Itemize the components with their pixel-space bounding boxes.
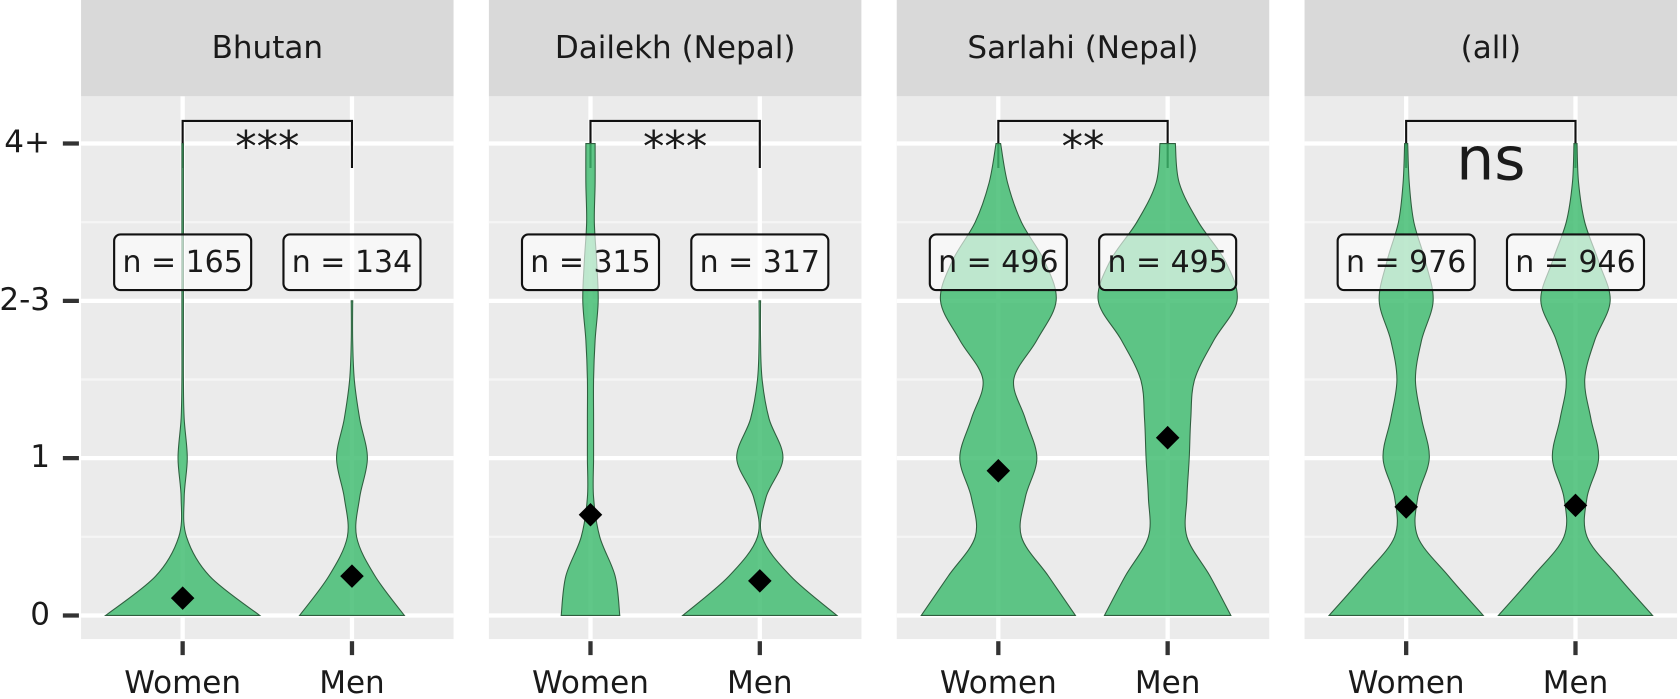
significance-label: ns xyxy=(1456,124,1525,194)
mean-point xyxy=(1155,425,1180,450)
violin xyxy=(1497,142,1654,616)
n-label: n = 165 xyxy=(122,245,242,280)
x-tick-label: Men xyxy=(319,665,385,699)
n-label-box xyxy=(282,233,422,292)
mean-point xyxy=(340,564,364,588)
facet: Bhutan Women Men n = 165 n = 134 *** xyxy=(81,0,454,699)
n-label-box xyxy=(1098,233,1238,292)
n-label-box xyxy=(113,233,253,292)
n-label: n = 496 xyxy=(938,245,1058,280)
facet-title: Dailekh (Nepal) xyxy=(555,30,796,66)
mean-point xyxy=(748,569,772,593)
n-label: n = 315 xyxy=(530,245,650,280)
y-tick-label: 4+ xyxy=(4,125,50,161)
panel xyxy=(1304,96,1678,640)
facet: Dailekh (Nepal) Women Men n = 315 n = 317 *** xyxy=(488,0,862,699)
mean-point xyxy=(986,458,1011,483)
n-label: n = 495 xyxy=(1107,245,1227,280)
n-label-box xyxy=(1505,233,1646,292)
n-label-box xyxy=(1336,233,1476,292)
x-tick-label: Women xyxy=(124,665,241,699)
mean-point xyxy=(1563,493,1588,518)
violin xyxy=(298,300,406,616)
panel xyxy=(488,96,862,640)
violin xyxy=(560,142,621,616)
n-label: n = 134 xyxy=(292,245,412,280)
n-label: n = 946 xyxy=(1515,245,1635,280)
facet: (all) Women Men n = 976 n = 946 ns xyxy=(1304,0,1678,699)
violin xyxy=(1327,142,1485,616)
x-tick-label: Women xyxy=(940,665,1057,699)
facet-title: Sarlahi (Nepal) xyxy=(967,30,1198,66)
strip xyxy=(896,0,1270,97)
significance-label: ** xyxy=(1062,122,1105,172)
facet: Sarlahi (Nepal) Women Men n = 496 n = 495 ** xyxy=(896,0,1270,699)
y-tick-label: 2-3 xyxy=(0,282,50,318)
significance-label: *** xyxy=(235,122,299,172)
strip xyxy=(488,0,862,97)
y-tick-label: 0 xyxy=(30,596,50,632)
x-tick-label: Women xyxy=(1348,665,1465,699)
strip xyxy=(1304,0,1678,97)
violin xyxy=(104,142,262,616)
y-tick-label: 1 xyxy=(30,439,50,475)
facet-title: Bhutan xyxy=(212,30,323,66)
x-tick-label: Men xyxy=(1135,665,1201,699)
mean-point xyxy=(170,586,195,610)
x-tick-label: Men xyxy=(727,665,793,699)
violin xyxy=(681,300,839,616)
n-label-box xyxy=(928,233,1068,292)
panel xyxy=(81,96,454,640)
mean-point xyxy=(578,503,603,527)
panel xyxy=(896,96,1270,640)
n-label: n = 976 xyxy=(1346,245,1466,280)
strip xyxy=(81,0,454,97)
n-label-box xyxy=(690,233,830,292)
significance-label: *** xyxy=(643,122,707,172)
x-tick-label: Women xyxy=(532,665,649,699)
mean-point xyxy=(1394,495,1418,519)
x-tick-label: Men xyxy=(1543,665,1609,699)
n-label: n = 317 xyxy=(700,245,820,280)
facet-title: (all) xyxy=(1461,30,1521,66)
n-label-box xyxy=(520,233,661,292)
